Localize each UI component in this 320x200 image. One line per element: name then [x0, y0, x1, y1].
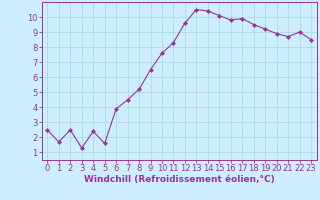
X-axis label: Windchill (Refroidissement éolien,°C): Windchill (Refroidissement éolien,°C): [84, 175, 275, 184]
